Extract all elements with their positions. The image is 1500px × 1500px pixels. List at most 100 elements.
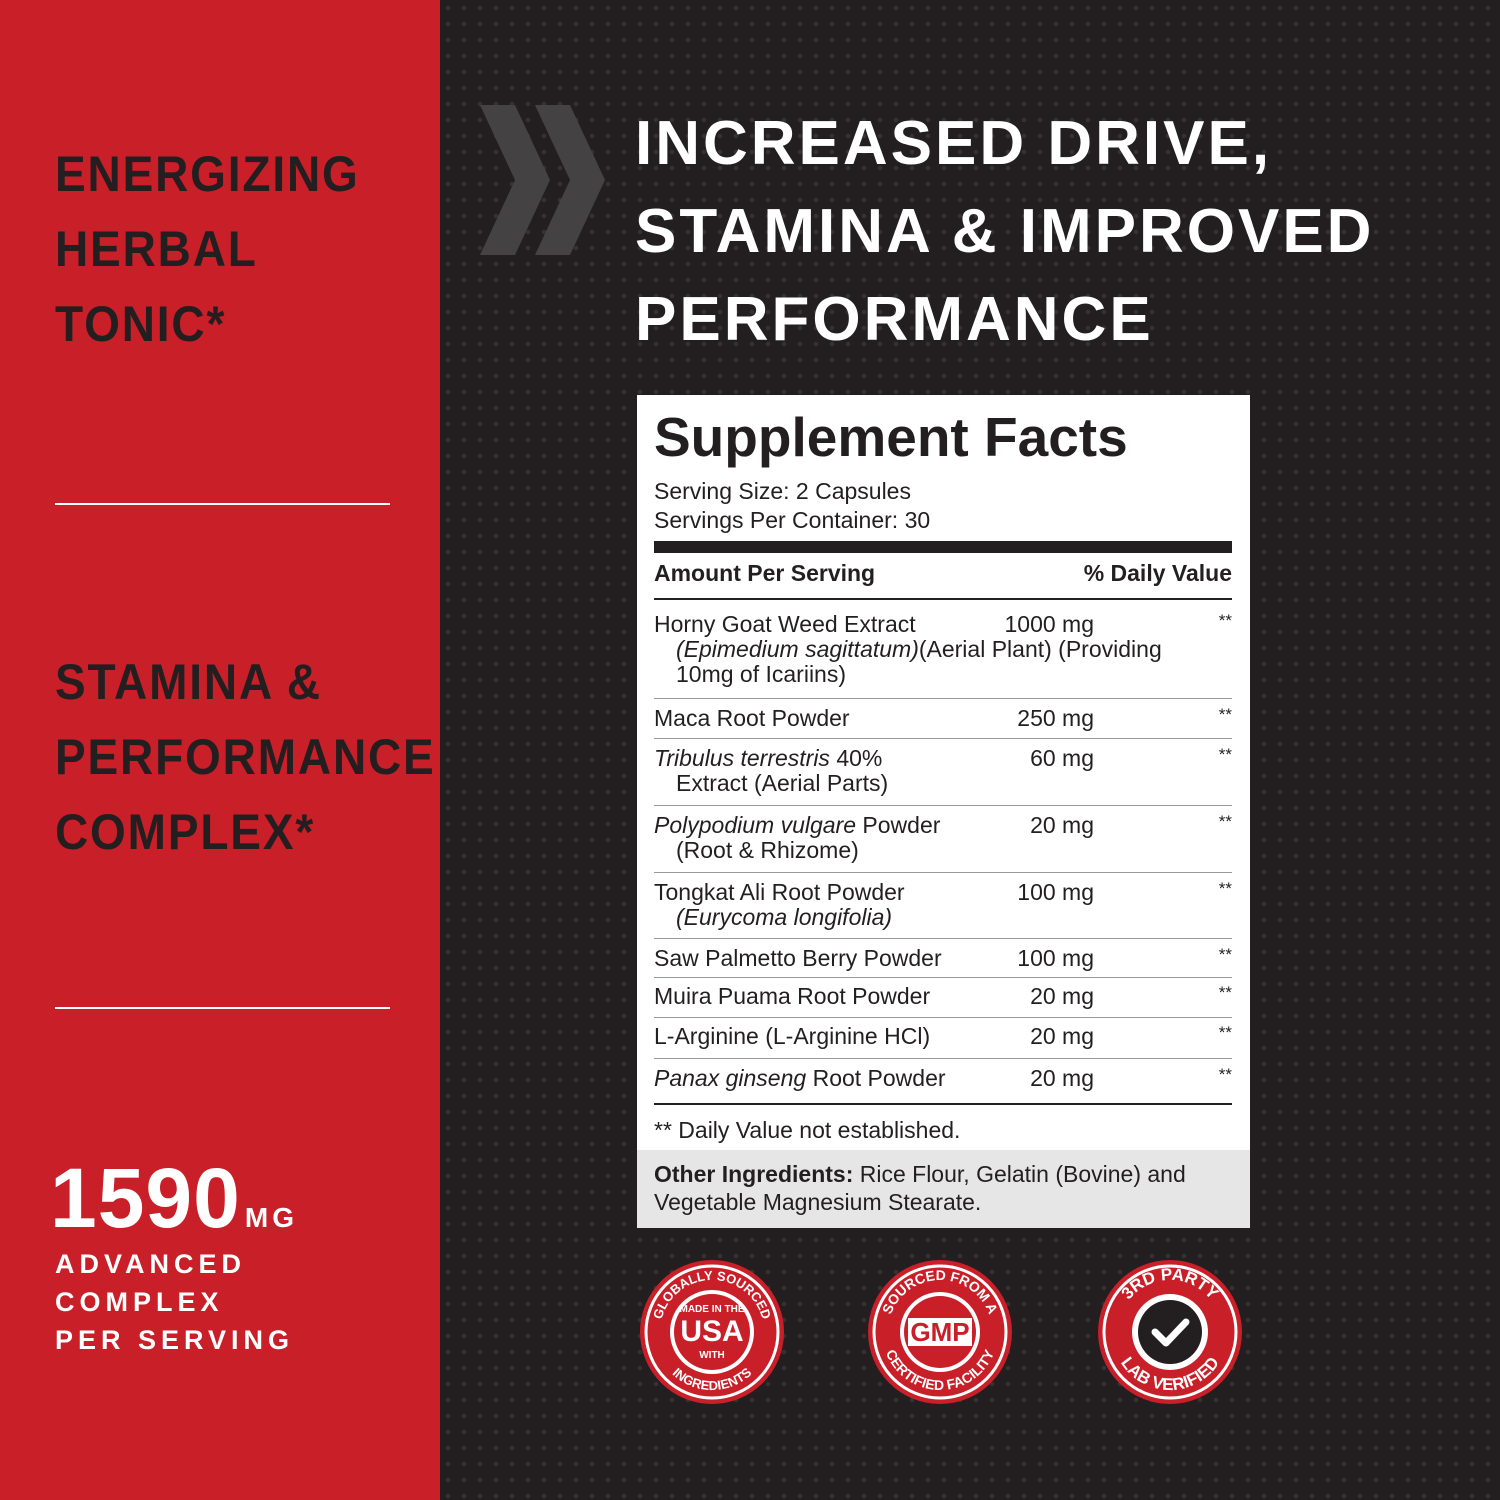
- facts-row: Panax ginseng Root Powder 20 mg **: [654, 1065, 1232, 1091]
- headline: INCREASED DRIVE, STAMINA & IMPROVED PERF…: [635, 100, 1374, 364]
- facts-row: Muira Puama Root Powder 20 mg **: [654, 983, 1232, 1009]
- ingredient-line: Maca Root Powder: [654, 706, 1232, 731]
- daily-value: **: [1218, 945, 1232, 964]
- checkmark: [1151, 1318, 1190, 1347]
- daily-value: **: [1218, 983, 1232, 1002]
- ingredient-name: Root Powder: [806, 1065, 946, 1091]
- feature-line: STAMINA &: [55, 654, 322, 710]
- amount: 20 mg: [1030, 983, 1094, 1009]
- stat-unit: MG: [244, 1202, 298, 1233]
- facts-row: Horny Goat Weed Extract (Epimedium sagitt…: [654, 611, 1232, 687]
- badge-center: USA: [680, 1315, 743, 1348]
- header-left: Amount Per Serving: [654, 560, 876, 586]
- servings-per-container: Servings Per Container: 30: [654, 507, 931, 533]
- facts-row: Saw Palmetto Berry Powder 100 mg **: [654, 945, 1232, 971]
- row-separator: [654, 698, 1232, 699]
- ingredient-name: Tongkat Ali Root Powder: [654, 879, 905, 905]
- divider: [55, 1007, 390, 1009]
- feature-line: TONIC*: [55, 296, 227, 352]
- ingredient-line: Horny Goat Weed Extract: [654, 612, 1232, 637]
- feature-line: HERBAL: [55, 221, 258, 277]
- facts-row: Maca Root Powder 250 mg **: [654, 705, 1232, 731]
- stat-value: 1590: [50, 1151, 241, 1245]
- ingredient-line: 10mg of Icariins): [654, 662, 1232, 687]
- feature-line: PERFORMANCE: [55, 729, 436, 785]
- other-label: Other Ingredients:: [654, 1161, 854, 1187]
- ingredient-name: (Aerial Plant) (Providing: [918, 636, 1162, 662]
- ingredient-name: Panax ginseng: [654, 1065, 807, 1091]
- headline-line: PERFORMANCE: [635, 285, 1154, 354]
- ingredient-line: Saw Palmetto Berry Powder: [654, 946, 1232, 971]
- row-separator: [654, 1017, 1232, 1018]
- daily-value: **: [1218, 611, 1232, 630]
- ingredient-name: Saw Palmetto Berry Powder: [654, 945, 942, 971]
- amount: 100 mg: [1017, 945, 1094, 971]
- badge: SOURCED FROM A CERTIFIED FACILITY GMP: [868, 1260, 1012, 1404]
- chevrons: [480, 105, 605, 255]
- row-separator: [654, 977, 1232, 978]
- other-ingredients: Other Ingredients: Rice Flour, Gelatin (…: [637, 1150, 1250, 1228]
- ingredient-name: Polypodium vulgare: [654, 812, 857, 838]
- badges: GLOBALLY SOURCED INGREDIENTS MADE IN THE…: [640, 1260, 1242, 1404]
- left-panel: ENERGIZING HERBAL TONIC* STAMINA & PERFO…: [0, 0, 440, 1500]
- ingredient-line: Muira Puama Root Powder: [654, 984, 1232, 1009]
- ingredient-name: 10mg of Icariins): [676, 661, 847, 687]
- ingredient-name: L-Arginine (L-Arginine HCl): [654, 1023, 931, 1049]
- ingredient-name: (Epimedium sagittatum): [676, 636, 919, 662]
- row-separator: [654, 738, 1232, 739]
- row-separator: [654, 938, 1232, 939]
- feature: ENERGIZING HERBAL TONIC*: [55, 137, 360, 362]
- amount: 250 mg: [1017, 705, 1094, 731]
- daily-value: **: [1218, 879, 1232, 898]
- facts-title: Supplement Facts: [654, 406, 1128, 468]
- ingredient-line: (Epimedium sagittatum)(Aerial Plant) (Pr…: [654, 637, 1232, 662]
- badge-center: WITH: [699, 1350, 725, 1361]
- daily-value: **: [1218, 745, 1232, 764]
- row-separator: [654, 872, 1232, 873]
- badge: GLOBALLY SOURCED INGREDIENTS MADE IN THE…: [640, 1260, 784, 1404]
- ingredient-line: (Root & Rhizome): [654, 838, 1232, 863]
- ingredient-name: Horny Goat Weed Extract: [654, 611, 916, 637]
- ingredient-line: Tribulus terrestris 40%: [654, 746, 1232, 771]
- amount: 1000 mg: [1004, 611, 1094, 637]
- other-text: Rice Flour, Gelatin (Bovine) and Vegetab…: [654, 1161, 1186, 1215]
- ingredient-name: 40%: [829, 745, 883, 771]
- ingredient-name: Powder: [856, 812, 941, 838]
- row-separator: [654, 805, 1232, 806]
- daily-value: **: [1218, 705, 1232, 724]
- daily-value: **: [1218, 1065, 1232, 1084]
- caption-line: COMPLEX: [55, 1287, 224, 1317]
- ingredient-line: Polypodium vulgare Powder: [654, 813, 1232, 838]
- badge: 3RD PARTY LAB VERIFIED: [1098, 1260, 1242, 1404]
- ingredient-name: Maca Root Powder: [654, 705, 850, 731]
- daily-value: **: [1218, 1023, 1232, 1042]
- amount: 20 mg: [1030, 1023, 1094, 1049]
- caption-line: ADVANCED: [55, 1249, 247, 1279]
- facts-row: Polypodium vulgare Powder (Root & Rhizome…: [654, 812, 1232, 863]
- stat: 1590 MG: [50, 1150, 298, 1247]
- supplement-facts: Supplement Facts Serving Size: 2 Capsule…: [637, 395, 1250, 1228]
- ingredient-name: Extract (Aerial Parts): [676, 770, 889, 796]
- ingredient-line: Panax ginseng Root Powder: [654, 1066, 1232, 1091]
- rule: [654, 1103, 1232, 1105]
- badge-center: MADE IN THE: [680, 1304, 745, 1315]
- amount: 60 mg: [1030, 745, 1094, 771]
- thick-rule: [654, 541, 1232, 553]
- facts-row: L-Arginine (L-Arginine HCl) 20 mg **: [654, 1023, 1232, 1049]
- feature: STAMINA & PERFORMANCE COMPLEX*: [55, 645, 436, 870]
- facts-row: Tribulus terrestris 40% Extract (Aerial P…: [654, 745, 1232, 796]
- rule: [654, 598, 1232, 600]
- divider: [55, 503, 390, 505]
- amount: 20 mg: [1030, 812, 1094, 838]
- ingredient-name: Muira Puama Root Powder: [654, 983, 931, 1009]
- amount: 100 mg: [1017, 879, 1094, 905]
- other-text-block: Other Ingredients: Rice Flour, Gelatin (…: [637, 1150, 1250, 1226]
- amount: 20 mg: [1030, 1065, 1094, 1091]
- ingredient-name: (Eurycoma longifolia): [676, 904, 893, 930]
- ingredient-line: (Eurycoma longifolia): [654, 905, 1232, 930]
- stat-caption: ADVANCED COMPLEX PER SERVING: [55, 1245, 294, 1359]
- feature-line: COMPLEX*: [55, 804, 316, 860]
- ingredient-name: (Root & Rhizome): [676, 837, 859, 863]
- ingredient-name: Tribulus terrestris: [654, 745, 830, 771]
